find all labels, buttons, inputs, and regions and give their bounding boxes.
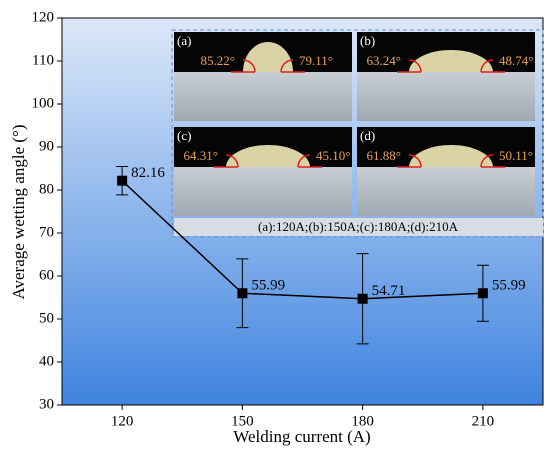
x-tick-label: 180 [351, 413, 374, 429]
x-tick-label: 210 [472, 413, 495, 429]
caption-bg [174, 218, 543, 236]
left-angle: 63.24° [367, 53, 401, 68]
y-tick-label: 30 [39, 396, 54, 412]
y-axis-label: Average wetting angle (°) [9, 125, 28, 300]
right-angle: 79.11° [299, 53, 333, 68]
y-tick-label: 100 [32, 95, 55, 111]
data-label: 54.71 [372, 283, 406, 299]
x-tick-label: 120 [111, 413, 134, 429]
angle-arc-right [280, 59, 305, 73]
y-tick-label: 110 [32, 52, 54, 68]
inset-photo-floor [174, 72, 352, 121]
inset-group: (a) 85.22° 79.11° (b) 63.24° 48.74° (c) 64.31° 4… [174, 32, 543, 236]
inset-caption: (a):120A;(b):150A;(c):180A;(d):210A [258, 219, 459, 234]
left-angle: 64.31° [184, 148, 218, 163]
marker [117, 175, 128, 186]
marker [357, 293, 368, 304]
data-label: 82.16 [131, 165, 165, 181]
y-tick-label: 90 [39, 138, 54, 154]
angle-arc-left [397, 154, 422, 168]
y-tick-label: 70 [39, 224, 54, 240]
y-tick-label: 50 [39, 310, 54, 326]
marker [237, 288, 248, 299]
inset-label: (d) [360, 128, 375, 143]
series-line [121, 180, 483, 300]
inset-label: (b) [360, 33, 375, 48]
inset-photo-floor [357, 167, 535, 216]
inset-photo-floor [174, 167, 352, 216]
droplet [226, 145, 310, 167]
data-label: 55.99 [492, 278, 526, 294]
inset-frame [171, 29, 544, 238]
y-tick-label: 40 [39, 353, 54, 369]
x-tick-label: 150 [231, 413, 254, 429]
right-angle: 50.11° [499, 148, 533, 163]
droplet [409, 145, 493, 167]
angle-arc-left [397, 59, 422, 73]
angle-arc-right [480, 59, 505, 73]
droplet [243, 42, 293, 72]
angle-arc-right [297, 154, 322, 168]
y-tick-label: 60 [39, 267, 54, 283]
inset-label: (a) [177, 33, 191, 48]
right-angle: 45.10° [316, 148, 350, 163]
right-angle: 48.74° [499, 53, 533, 68]
droplet [409, 50, 493, 72]
data-label: 55.99 [251, 278, 285, 294]
marker [477, 288, 488, 299]
inset-photo-floor [357, 72, 535, 121]
angle-arc-left [214, 154, 239, 168]
angle-arc-left [231, 59, 256, 73]
left-angle: 61.88° [367, 148, 401, 163]
y-tick-label: 120 [32, 9, 55, 25]
angle-arc-right [480, 154, 505, 168]
x-axis-label: Welding current (A) [233, 427, 370, 446]
inset-label: (c) [177, 128, 191, 143]
left-angle: 85.22° [201, 53, 235, 68]
y-tick-label: 80 [39, 181, 54, 197]
